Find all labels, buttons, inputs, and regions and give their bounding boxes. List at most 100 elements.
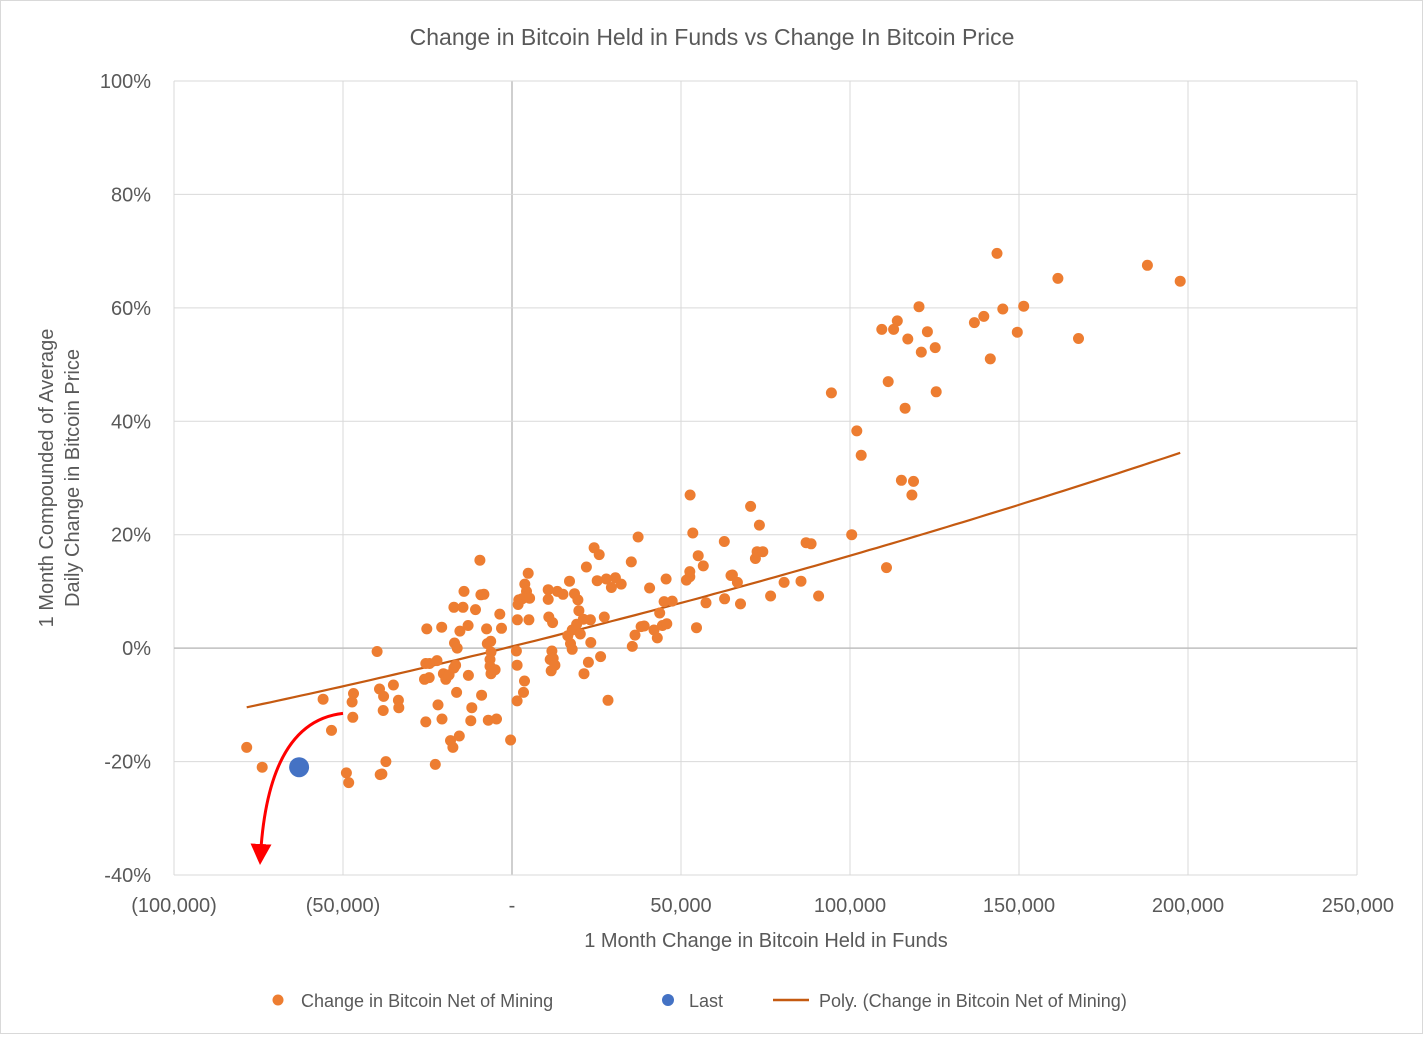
y-axis-label-line-1: 1 Month Compounded of Average <box>36 329 58 628</box>
gridlines <box>173 80 1358 876</box>
legend-marker-last <box>662 994 674 1006</box>
scatter-point <box>470 604 481 616</box>
scatter-point <box>666 595 678 607</box>
scatter-point <box>632 531 644 543</box>
scatter-point <box>660 573 672 585</box>
scatter-point <box>929 342 941 354</box>
x-axis-ticks: (100,000) (50,000) - 50,000 100,000 150,000 20… <box>131 895 1394 917</box>
last-point-layer <box>289 757 310 778</box>
legend: Change in Bitcoin Net of Mining Last Pol… <box>272 991 1127 1011</box>
scatter-point <box>930 386 942 398</box>
scatter-point <box>651 632 663 644</box>
scatter-point <box>542 584 554 596</box>
scatter-point <box>436 621 448 633</box>
scatter-point <box>585 637 597 648</box>
scatter-point <box>481 623 493 635</box>
scatter-point <box>454 625 466 637</box>
scatter-point <box>895 474 907 486</box>
scatter-point <box>1073 333 1084 344</box>
scatter-point <box>256 761 268 773</box>
scatter-point <box>876 323 888 335</box>
y-axis-label-line-2: Daily Change in Bitcoin Price <box>62 349 84 607</box>
scatter-point <box>549 659 561 671</box>
scatter-point <box>602 694 614 706</box>
scatter-point <box>572 594 584 606</box>
scatter-point <box>519 675 530 687</box>
scatter-point <box>697 560 709 572</box>
y-tick-label: 0% <box>122 638 151 660</box>
scatter-point <box>573 605 585 617</box>
scatter-point <box>718 536 730 547</box>
scatter-point <box>757 546 769 558</box>
scatter-point <box>684 489 696 501</box>
scatter-point <box>457 601 469 613</box>
scatter-point <box>496 622 507 634</box>
scatter-point <box>915 346 927 358</box>
y-tick-label: -20% <box>104 752 151 774</box>
scatter-point <box>451 642 463 654</box>
scatter-point <box>393 702 405 714</box>
scatter-point <box>566 643 578 655</box>
scatter-point <box>593 549 605 561</box>
trendline-layer <box>246 451 1181 709</box>
x-tick-label: (100,000) <box>131 895 217 917</box>
scatter-point <box>450 659 462 671</box>
scatter-point <box>991 247 1003 259</box>
scatter-point <box>510 645 522 657</box>
scatter-point <box>378 690 390 702</box>
scatter-point <box>719 593 731 605</box>
legend-marker-net-of-mining <box>272 994 284 1006</box>
scatter-point <box>661 618 673 630</box>
last-point <box>289 757 310 778</box>
scatter-point <box>615 578 627 590</box>
scatter-point <box>813 590 825 602</box>
y-tick-label: -40% <box>104 865 151 887</box>
scatter-point <box>906 489 918 501</box>
scatter-point <box>511 659 523 671</box>
x-axis-label: 1 Month Change in Bitcoin Held in Funds <box>584 930 948 952</box>
scatter-point <box>429 758 441 770</box>
scatter-point <box>687 527 699 539</box>
scatter-point <box>326 724 337 736</box>
scatter-point <box>753 519 765 531</box>
scatter-point <box>778 576 790 588</box>
scatter-point <box>598 611 610 623</box>
scatter-point <box>692 550 704 562</box>
scatter-point <box>978 310 990 322</box>
scatter-point <box>881 562 892 574</box>
scatter-point <box>564 575 575 587</box>
scatter-point <box>805 538 817 550</box>
scatter-point <box>524 592 536 604</box>
scatter-point <box>584 614 596 626</box>
scatter-point <box>891 315 903 327</box>
scatter-point <box>518 686 529 698</box>
scatter-point <box>478 588 490 600</box>
scatter-point <box>542 593 554 605</box>
scatter-point <box>523 614 535 626</box>
scatter-point <box>1174 275 1186 287</box>
scatter-point <box>582 656 594 668</box>
scatter-point <box>855 449 867 461</box>
scatter-point <box>600 573 612 585</box>
scatter-point <box>578 668 590 680</box>
scatter-point <box>745 500 757 512</box>
scatter-point <box>691 622 702 634</box>
scatter-point <box>476 689 488 701</box>
scatter-point <box>851 425 863 437</box>
scatter-point <box>458 585 470 597</box>
scatter-point <box>346 696 358 708</box>
x-tick-label: (50,000) <box>306 895 381 917</box>
scatter-point <box>466 702 478 714</box>
scatter-point <box>580 561 592 573</box>
scatter-point <box>626 640 638 652</box>
annotation-layer <box>250 711 344 865</box>
scatter-point <box>474 554 486 566</box>
x-tick-label: 250,000 <box>1322 895 1394 917</box>
scatter-point <box>489 664 501 676</box>
scatter-point <box>888 323 900 335</box>
y-tick-label: 40% <box>111 411 151 433</box>
legend-label-last: Last <box>689 991 723 1011</box>
scatter-point <box>765 590 777 602</box>
scatter-point <box>605 582 617 593</box>
